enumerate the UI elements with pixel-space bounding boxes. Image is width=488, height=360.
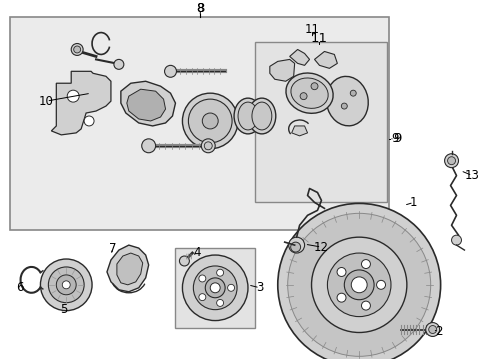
Circle shape [344, 270, 373, 300]
Ellipse shape [285, 73, 332, 113]
Circle shape [450, 235, 461, 245]
Circle shape [336, 267, 346, 276]
Circle shape [56, 275, 76, 295]
Bar [10, 17, 388, 230]
Circle shape [277, 203, 440, 360]
Circle shape [62, 281, 70, 289]
Text: 3: 3 [256, 281, 263, 294]
Circle shape [311, 237, 406, 333]
Text: 4: 4 [193, 246, 201, 258]
Polygon shape [117, 253, 142, 285]
Polygon shape [51, 71, 111, 135]
Circle shape [327, 253, 390, 316]
Circle shape [199, 275, 205, 282]
Circle shape [84, 116, 94, 126]
Text: 8: 8 [196, 2, 203, 15]
Circle shape [205, 278, 224, 298]
Text: 11: 11 [310, 32, 327, 45]
Ellipse shape [234, 98, 262, 134]
Circle shape [74, 46, 81, 53]
Circle shape [428, 325, 436, 333]
Text: 8: 8 [196, 2, 204, 15]
Circle shape [188, 99, 232, 143]
Ellipse shape [290, 78, 327, 108]
Polygon shape [314, 51, 337, 68]
Text: 10: 10 [39, 95, 54, 108]
Polygon shape [107, 245, 148, 292]
Polygon shape [269, 59, 294, 81]
Bar [175, 248, 254, 328]
Circle shape [179, 256, 189, 266]
Circle shape [67, 90, 79, 102]
Bar [254, 41, 386, 202]
Text: 6: 6 [16, 281, 23, 294]
Circle shape [199, 294, 205, 301]
Circle shape [361, 301, 370, 310]
Circle shape [164, 66, 176, 77]
Polygon shape [289, 49, 309, 66]
Circle shape [425, 323, 439, 337]
Circle shape [444, 154, 458, 168]
Text: 1: 1 [409, 196, 417, 209]
Circle shape [201, 139, 215, 153]
Text: 12: 12 [313, 240, 328, 253]
Ellipse shape [325, 76, 367, 126]
Circle shape [216, 300, 223, 306]
Circle shape [361, 260, 370, 269]
Circle shape [341, 103, 346, 109]
Circle shape [182, 255, 247, 320]
Circle shape [349, 90, 355, 96]
Circle shape [216, 269, 223, 276]
Text: 9: 9 [390, 132, 398, 145]
Circle shape [210, 283, 220, 293]
Circle shape [142, 139, 155, 153]
Text: 7: 7 [109, 242, 117, 255]
Polygon shape [126, 89, 165, 121]
Circle shape [114, 59, 123, 69]
Circle shape [71, 44, 83, 55]
Ellipse shape [251, 102, 271, 130]
Text: 5: 5 [61, 303, 68, 316]
Text: 11: 11 [305, 23, 319, 36]
Polygon shape [291, 126, 307, 136]
Ellipse shape [247, 98, 275, 134]
Text: 13: 13 [464, 169, 479, 182]
Circle shape [41, 259, 92, 311]
Circle shape [376, 280, 385, 289]
Circle shape [310, 83, 317, 90]
Circle shape [287, 213, 430, 356]
Circle shape [350, 277, 366, 293]
Text: 2: 2 [434, 325, 442, 338]
Circle shape [447, 157, 455, 165]
Circle shape [227, 284, 234, 291]
Circle shape [290, 242, 300, 252]
Circle shape [288, 237, 304, 253]
Polygon shape [121, 81, 175, 126]
Ellipse shape [238, 102, 257, 130]
Circle shape [48, 267, 84, 303]
Circle shape [193, 266, 237, 310]
Circle shape [202, 113, 218, 129]
Text: 9: 9 [392, 132, 401, 145]
Circle shape [336, 293, 346, 302]
Circle shape [300, 93, 306, 100]
Circle shape [204, 142, 212, 150]
Circle shape [182, 93, 238, 149]
